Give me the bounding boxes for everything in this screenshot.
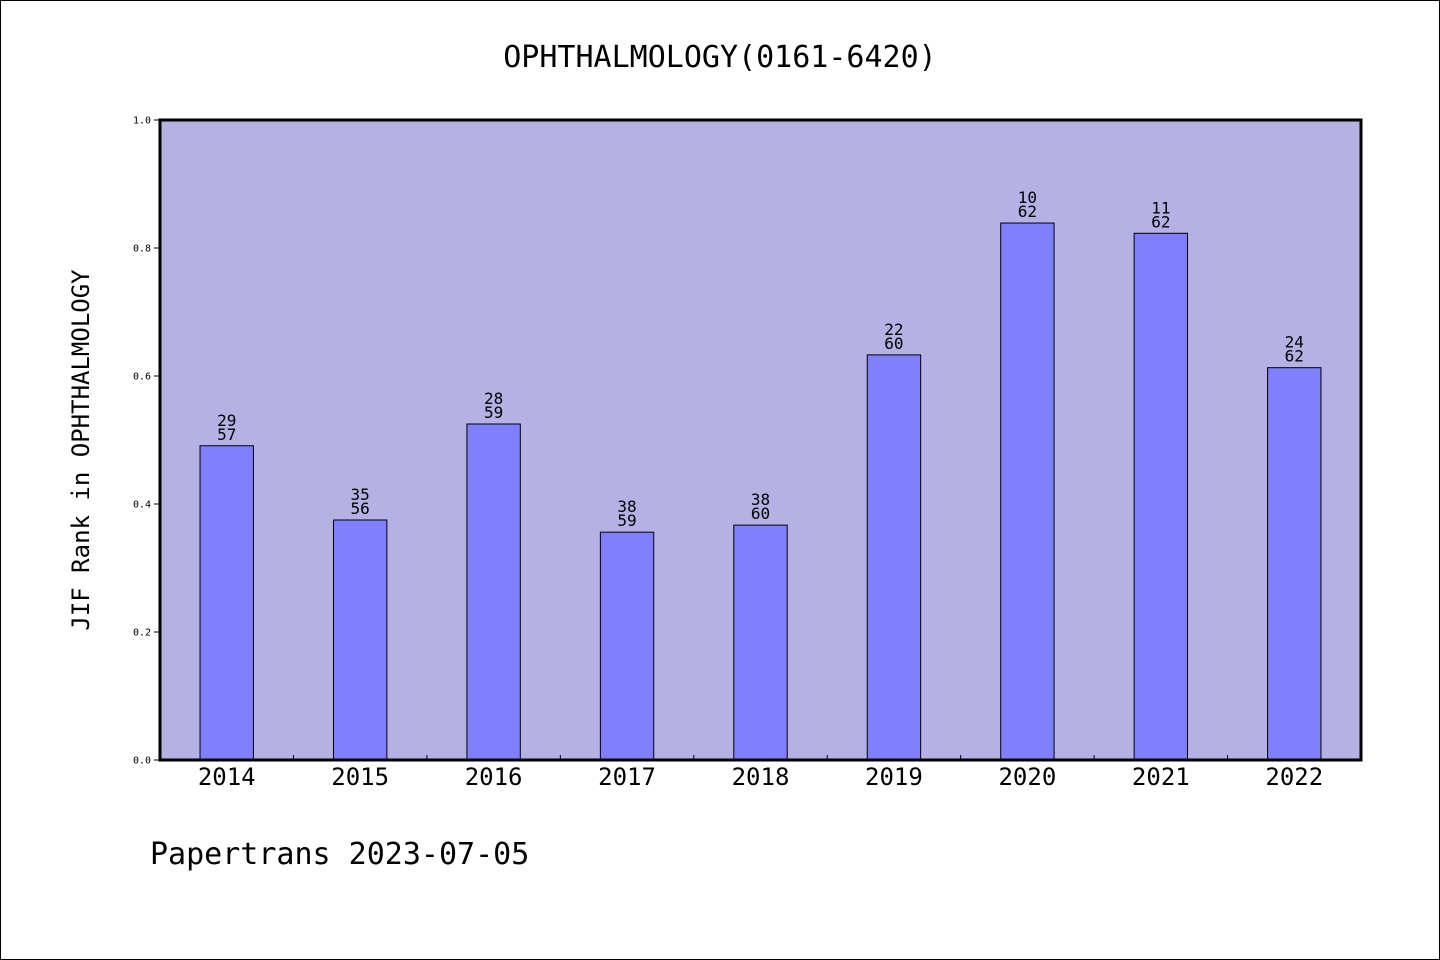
bar-rank-label: 38	[751, 490, 770, 509]
bar-total-label: 57	[217, 425, 236, 444]
x-tick-label: 2014	[198, 763, 256, 791]
x-tick-label: 2022	[1265, 763, 1323, 791]
x-tick-label: 2017	[598, 763, 656, 791]
bar-total-label: 62	[1151, 212, 1170, 231]
x-tick-label: 2018	[732, 763, 790, 791]
bar-rank-label: 24	[1285, 333, 1304, 352]
bar-rank-label: 35	[351, 485, 370, 504]
bar-rank-label: 10	[1018, 188, 1037, 207]
y-tick-label: 0.2	[133, 628, 151, 639]
bar-total-label: 60	[751, 504, 770, 523]
bar-2022	[1267, 367, 1322, 761]
bar-2016	[466, 423, 521, 761]
bar-rank-label: 28	[484, 389, 503, 408]
bar-total-label: 56	[351, 499, 370, 518]
x-tick-label: 2020	[998, 763, 1056, 791]
bar-rank-label: 22	[884, 320, 903, 339]
y-axis-ticks: 0.0 0.2 0.4 0.6 0.8 1.0	[133, 116, 160, 767]
y-tick-label: 0.4	[133, 500, 151, 511]
bar-2018	[733, 524, 788, 761]
bar-rank-label: 38	[617, 497, 636, 516]
bar-total-label: 62	[1285, 347, 1304, 366]
x-tick-label: 2021	[1132, 763, 1190, 791]
chart-title: OPHTHALMOLOGY(0161-6420)	[503, 40, 936, 75]
bar-total-label: 62	[1018, 202, 1037, 221]
y-axis-label: JIF Rank in OPHTHALMOLOGY	[67, 269, 95, 631]
bar-total-label: 60	[884, 334, 903, 353]
x-tick-label: 2016	[465, 763, 523, 791]
y-tick-label: 0.0	[133, 756, 151, 767]
plot-border	[158, 118, 1363, 762]
bar-total-label: 59	[617, 511, 636, 530]
bar-2021	[1133, 232, 1189, 761]
bars-group	[199, 222, 1322, 761]
bar-rank-label: 11	[1151, 198, 1170, 217]
y-tick-label: 0.6	[133, 372, 151, 383]
bar-2019	[866, 354, 922, 761]
x-axis-ticks: 2014 2015 2016 2017 2018 2019 2020 2021 2022	[198, 755, 1323, 791]
bar-2014	[199, 445, 254, 761]
bar-rank-label: 29	[217, 411, 236, 430]
footer-text: Papertrans 2023-07-05	[150, 837, 529, 872]
x-tick-label: 2019	[865, 763, 923, 791]
bar-2020	[1000, 222, 1055, 761]
bar-2017	[599, 531, 655, 761]
y-tick-label: 0.8	[133, 244, 151, 255]
x-tick-label: 2015	[331, 763, 389, 791]
y-tick-label: 1.0	[133, 116, 151, 127]
bar-total-label: 59	[484, 403, 503, 422]
bar-2015	[332, 519, 388, 761]
